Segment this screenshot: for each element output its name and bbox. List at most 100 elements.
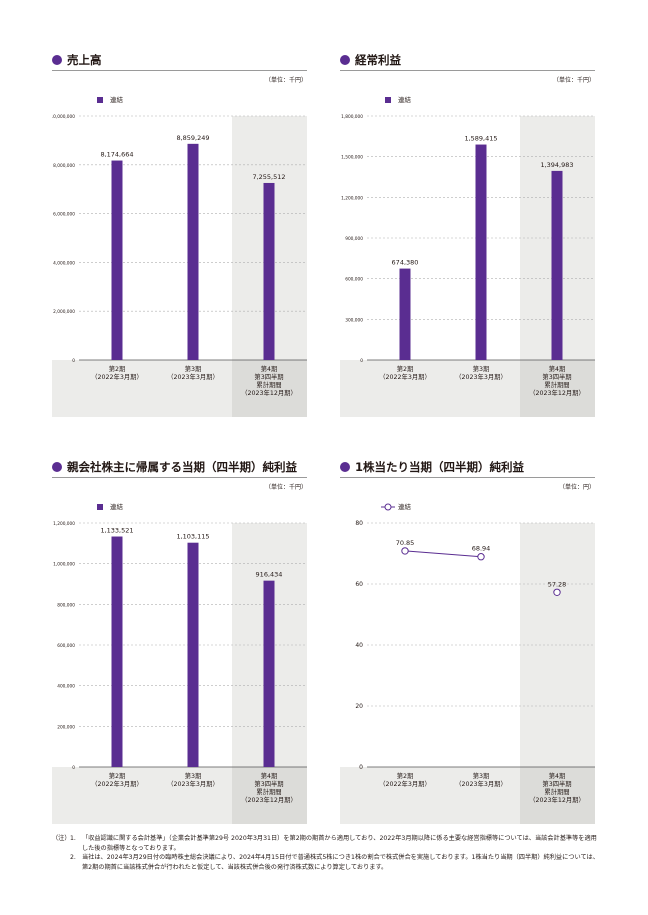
y-tick-label: 200,000 <box>57 724 75 730</box>
category-label: （2023年12月期） <box>241 388 297 397</box>
category-label: 第4期 <box>549 364 566 373</box>
category-label: 累計期間 <box>544 787 569 796</box>
category-strip-highlight <box>232 767 307 824</box>
ordinary-income-panel: 経常利益 （単位：千円） 0 300,000 600,000 900,000 1,200… <box>340 52 595 417</box>
unit-label: （単位：千円） <box>264 484 307 491</box>
y-tick-label: 1,000,000 <box>53 562 75 568</box>
category-label: （2023年3月期） <box>167 372 219 381</box>
legend-label: 連結 <box>110 95 124 104</box>
category-label: 第3期 <box>185 364 202 373</box>
y-tick-label: 10,000,000 <box>52 114 75 120</box>
category-label: （2023年12月期） <box>241 795 297 804</box>
category-label: （2022年3月期） <box>91 779 143 788</box>
y-tick-label: 20 <box>355 703 363 710</box>
category-label: （2022年3月期） <box>91 372 143 381</box>
data-point <box>477 553 485 561</box>
title-rule <box>52 477 307 478</box>
category-label: 累計期間 <box>544 380 569 389</box>
unit-label: （単位：円） <box>558 484 595 491</box>
data-label: 1,589,415 <box>464 135 497 143</box>
bar <box>111 536 123 767</box>
title-rule <box>52 70 307 71</box>
panel-title: 経常利益 <box>340 52 401 68</box>
category-label: 第2期 <box>397 364 414 373</box>
category-label: 第3四半期 <box>254 779 283 788</box>
y-tick-label: 0 <box>359 764 363 771</box>
footnote-prefix: （注） <box>52 835 71 842</box>
eps-chart: 0 20 40 60 80 連結 70.85 68.94 57.28 第2期（2022年3月期） 第… <box>340 502 595 824</box>
legend-swatch <box>97 504 103 510</box>
category-label: 第4期 <box>261 771 278 780</box>
data-label: 8,859,249 <box>176 134 209 142</box>
y-tick-label: 0 <box>72 765 75 771</box>
y-tick-label: 0 <box>72 358 75 364</box>
bullet-dot-icon <box>52 55 62 65</box>
y-tick-label: 600,000 <box>57 643 75 649</box>
bar <box>111 160 123 360</box>
y-tick-label: 900,000 <box>345 236 363 242</box>
footnote-number: 1. <box>70 835 76 842</box>
y-tick-label: 300,000 <box>345 317 363 323</box>
y-tick-label: 60 <box>355 581 363 588</box>
category-label: 第3期 <box>473 364 490 373</box>
y-tick-label: 600,000 <box>345 277 363 283</box>
category-label: （2023年3月期） <box>455 779 507 788</box>
footnote-number: 2. <box>70 854 76 862</box>
data-label: 1,133,521 <box>100 527 133 535</box>
net-income-chart: 0 200,000 400,000 600,000 800,000 1,000,000 1,… <box>52 502 307 824</box>
panel-title-text: 親会社株主に帰属する当期（四半期）純利益 <box>67 460 297 474</box>
panel-title: 売上高 <box>52 52 102 68</box>
footnote-item: 2. 当社は、2024年3月29日付の臨時株主総会決議により、2024年4月15… <box>52 853 602 872</box>
footnotes: （注） 1. 「収益認識に関する会計基準」（企業会計基準第29号 2020年3月… <box>52 834 602 872</box>
panel-title-text: 経常利益 <box>355 53 401 67</box>
category-label: 第2期 <box>109 364 126 373</box>
y-tick-label: 800,000 <box>57 602 75 608</box>
bar <box>399 268 411 360</box>
net-income-panel: 親会社株主に帰属する当期（四半期）純利益 （単位：千円） 0 200,000 400… <box>52 459 307 824</box>
legend-swatch <box>385 97 391 103</box>
y-tick-label: 1,200,000 <box>53 521 75 527</box>
legend-label: 連結 <box>398 95 412 104</box>
category-strip-highlight <box>232 360 307 417</box>
category-label: 第3期 <box>185 771 202 780</box>
bar <box>187 143 199 360</box>
category-strip-highlight <box>520 360 595 417</box>
panel-title: 1株当たり当期（四半期）純利益 <box>340 459 524 475</box>
category-label: 第4期 <box>549 771 566 780</box>
bar <box>475 144 487 360</box>
y-tick-label: 2,000,000 <box>53 309 75 315</box>
category-label: 累計期間 <box>256 787 281 796</box>
category-label: 第3四半期 <box>542 779 571 788</box>
y-tick-label: 0 <box>360 358 363 364</box>
data-label: 70.85 <box>396 539 415 547</box>
data-label: 7,255,512 <box>252 173 285 181</box>
data-label: 68.94 <box>472 545 491 553</box>
category-label: 第4期 <box>261 364 278 373</box>
panel-title-text: 1株当たり当期（四半期）純利益 <box>355 460 524 474</box>
bar <box>187 542 199 767</box>
category-strip-highlight <box>520 767 595 824</box>
data-label: 916,434 <box>256 571 283 579</box>
legend-label: 連結 <box>110 502 124 511</box>
category-label: （2022年3月期） <box>379 779 431 788</box>
category-label: （2023年3月期） <box>455 372 507 381</box>
category-label: 第3期 <box>473 771 490 780</box>
category-label: （2022年3月期） <box>379 372 431 381</box>
data-label: 57.28 <box>548 580 567 588</box>
ordinary-income-chart: 0 300,000 600,000 900,000 1,200,000 1,500,000… <box>340 95 595 417</box>
data-label: 1,103,115 <box>176 533 209 541</box>
category-label: 第2期 <box>109 771 126 780</box>
category-label: 第3四半期 <box>254 372 283 381</box>
y-tick-label: 8,000,000 <box>53 163 75 169</box>
sales-chart: 0 2,000,000 4,000,000 6,000,000 8,000,000 10,… <box>52 95 307 417</box>
footnote-item: （注） 1. 「収益認識に関する会計基準」（企業会計基準第29号 2020年3月… <box>52 834 602 853</box>
y-tick-label: 1,200,000 <box>341 195 363 201</box>
data-label: 8,174,664 <box>100 151 133 159</box>
y-tick-label: 400,000 <box>57 684 75 690</box>
footnote-text: 当社は、2024年3月29日付の臨時株主総会決議により、2024年4月15日付で… <box>82 854 599 871</box>
unit-label: （単位：千円） <box>552 77 595 84</box>
category-label: 第3四半期 <box>542 372 571 381</box>
category-label: 第2期 <box>397 771 414 780</box>
bar <box>263 580 275 767</box>
title-rule <box>340 477 595 478</box>
